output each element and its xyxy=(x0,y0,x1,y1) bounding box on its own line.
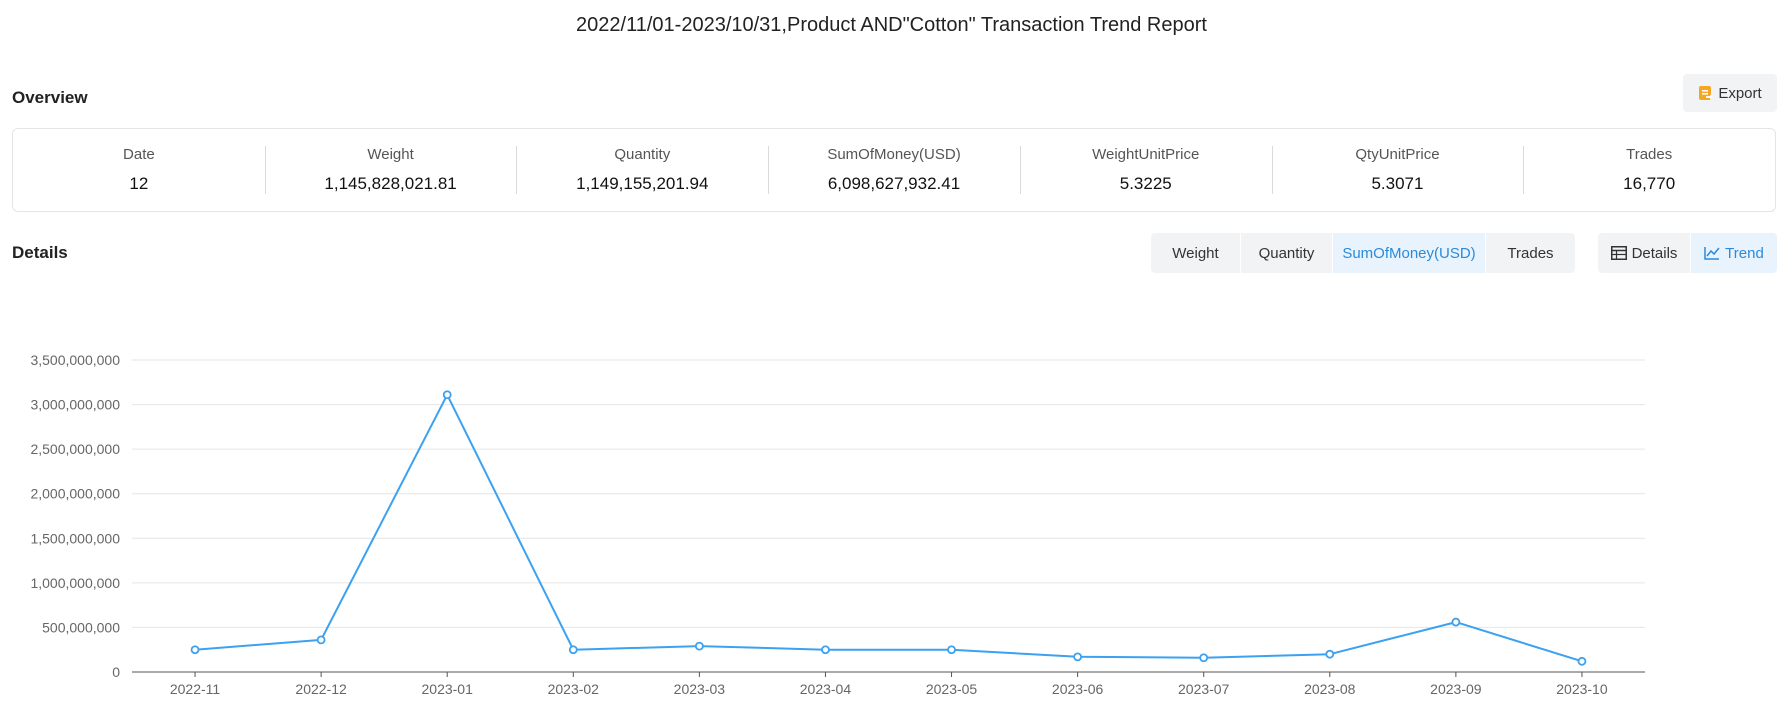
data-point xyxy=(821,645,830,655)
metric-value: 6,098,627,932.41 xyxy=(827,174,961,193)
data-point xyxy=(316,635,326,645)
y-tick-label: 3,000,000,000 xyxy=(30,397,120,413)
data-point xyxy=(1073,652,1083,662)
y-tick-label: 0 xyxy=(112,664,120,680)
data-point xyxy=(442,390,452,400)
x-tick-label: 2023-07 xyxy=(1178,681,1230,697)
tab-trend[interactable]: Trend xyxy=(1690,233,1777,273)
overview-title: Overview xyxy=(12,88,88,107)
export-label: Export xyxy=(1718,84,1762,102)
metric-value: 5.3071 xyxy=(1371,174,1424,193)
data-point xyxy=(1325,649,1335,659)
x-tick-label: 2022-12 xyxy=(295,681,347,697)
metric-label: Date xyxy=(123,146,155,163)
metric-value: 16,770 xyxy=(1623,174,1676,193)
x-tick-label: 2023-04 xyxy=(800,681,852,697)
data-point xyxy=(1451,617,1461,627)
x-tick-label: 2023-05 xyxy=(926,681,978,697)
details-title: Details xyxy=(12,243,68,262)
metric-label: Trades xyxy=(1626,146,1673,163)
line-chart-icon xyxy=(1704,247,1720,260)
metric-value: 1,145,828,021.81 xyxy=(324,174,457,193)
metric-weight: Weight 1,145,828,021.81 xyxy=(264,146,517,194)
x-tick-label: 2023-02 xyxy=(548,681,600,697)
overview-panel: Date 12 Weight 1,145,828,021.81 Quantity… xyxy=(12,128,1776,212)
table-icon xyxy=(1610,246,1627,260)
data-point xyxy=(694,641,704,651)
y-tick-label: 500,000,000 xyxy=(42,619,120,635)
view-tab-group: Details Trend xyxy=(1598,233,1777,273)
metric-value: 12 xyxy=(129,174,149,193)
y-tick-label: 3,500,000,000 xyxy=(30,352,120,368)
metric-label: Weight xyxy=(367,146,414,163)
series-line xyxy=(194,393,1583,663)
metric-label: SumOfMoney(USD) xyxy=(827,146,961,163)
metric-value: 1,149,155,201.94 xyxy=(576,174,709,193)
metric-trades: Trades 16,770 xyxy=(1523,146,1775,194)
metric-weight-unit-price: WeightUnitPrice 5.3225 xyxy=(1019,146,1272,194)
tab-details-label: Details xyxy=(1631,244,1678,262)
y-tick-label: 1,000,000,000 xyxy=(30,575,120,591)
trend-chart: 0 500,000,000 1,000,000,000 1,500,000,000 2,… xyxy=(30,352,1645,697)
data-point xyxy=(1199,653,1209,663)
metric-label: Quantity xyxy=(614,146,671,163)
x-tick-label: 2023-06 xyxy=(1052,681,1104,697)
x-tick-label: 2023-10 xyxy=(1556,681,1608,697)
x-tick-label: 2023-08 xyxy=(1304,681,1356,697)
export-button[interactable]: Export xyxy=(1683,74,1777,112)
metric-label: WeightUnitPrice xyxy=(1092,146,1200,163)
report-title: 2022/11/01-2023/10/31,Product AND"Cotton… xyxy=(576,14,1207,36)
metric-sum-of-money: SumOfMoney(USD) 6,098,627,932.41 xyxy=(768,146,1020,194)
data-point xyxy=(947,645,956,655)
tab-trend-label: Trend xyxy=(1725,244,1764,262)
tab-trades[interactable]: Trades xyxy=(1485,233,1575,273)
x-tick-label: 2023-01 xyxy=(422,681,474,697)
tab-quantity[interactable]: Quantity xyxy=(1240,233,1332,273)
metric-quantity: Quantity 1,149,155,201.94 xyxy=(516,146,768,194)
data-point xyxy=(1577,656,1587,666)
y-tick-label: 1,500,000,000 xyxy=(30,530,120,546)
metric-qty-unit-price: QtyUnitPrice 5.3071 xyxy=(1271,146,1524,194)
data-point xyxy=(190,645,200,655)
export-icon xyxy=(1699,86,1713,100)
x-tick-label: 2022-11 xyxy=(170,681,221,697)
y-tick-label: 2,500,000,000 xyxy=(30,441,120,457)
data-point xyxy=(568,645,578,655)
tab-details[interactable]: Details xyxy=(1598,233,1690,273)
metric-label: QtyUnitPrice xyxy=(1355,146,1440,163)
metric-tab-group: Weight Quantity SumOfMoney(USD) Trades xyxy=(1151,233,1575,273)
y-tick-label: 2,000,000,000 xyxy=(30,486,120,502)
x-tick-label: 2023-09 xyxy=(1430,681,1482,697)
x-tick-label: 2023-03 xyxy=(674,681,726,697)
metric-value: 5.3225 xyxy=(1119,174,1172,193)
tab-sum-of-money[interactable]: SumOfMoney(USD) xyxy=(1332,233,1485,273)
metric-date: Date 12 xyxy=(13,146,265,194)
tab-weight[interactable]: Weight xyxy=(1172,244,1219,262)
